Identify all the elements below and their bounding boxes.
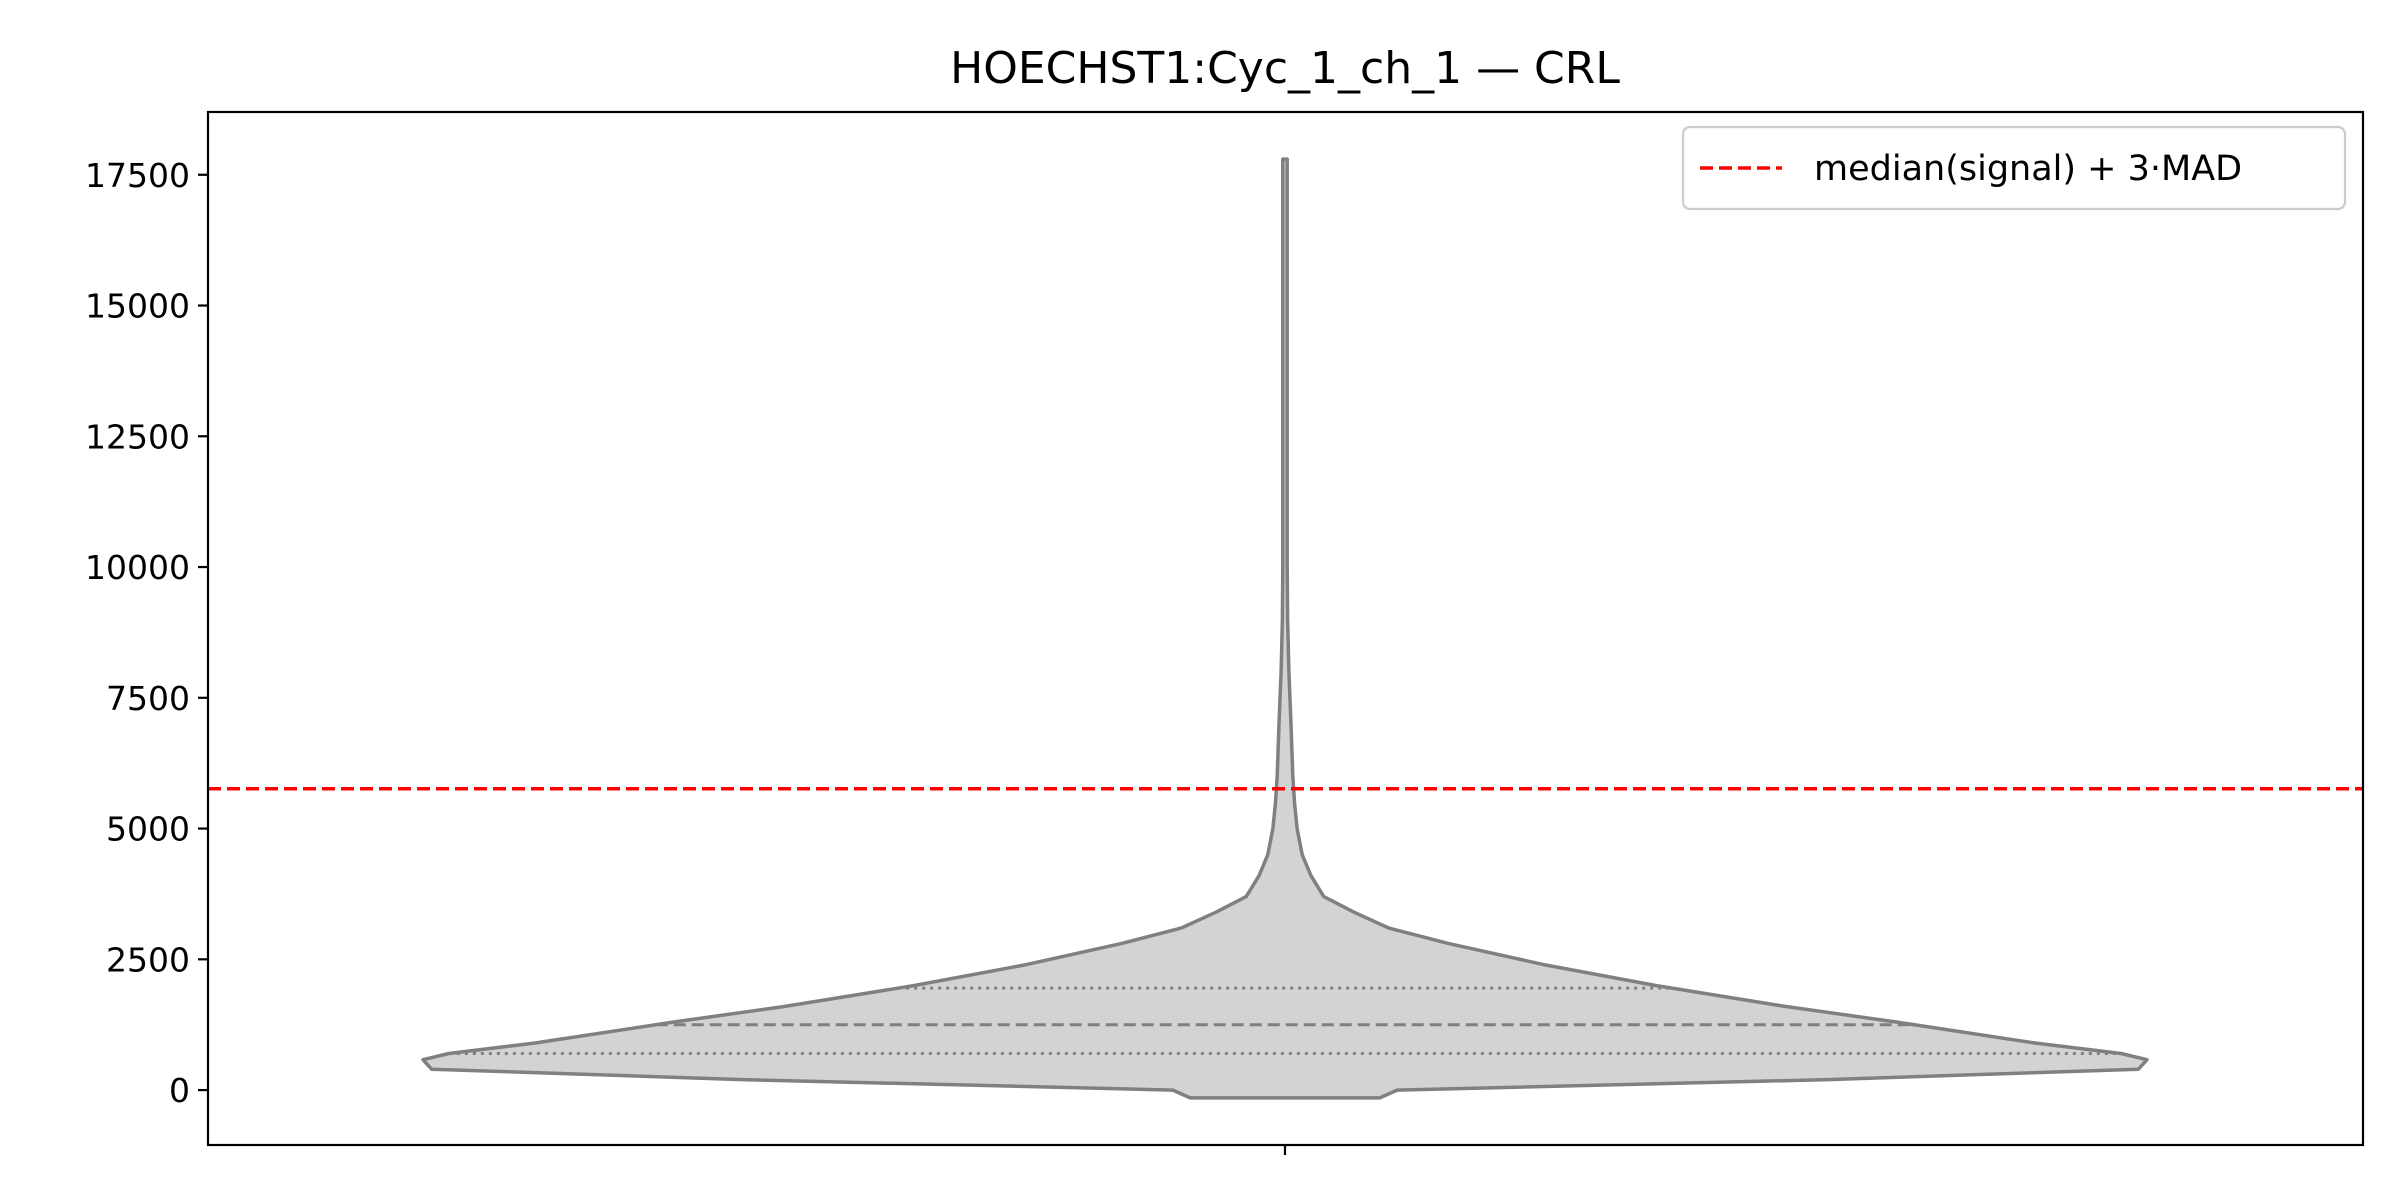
y-tick-label: 2500	[106, 940, 190, 979]
y-tick-label: 7500	[106, 679, 190, 718]
chart-title: HOECHST1:Cyc_1_ch_1 — CRL	[950, 43, 1620, 94]
legend-frame	[1681, 125, 2347, 211]
violin-layer	[421, 157, 2149, 1100]
legend: median(signal) + 3·MAD	[1681, 125, 2347, 211]
legend-threshold-label: median(signal) + 3·MAD	[1814, 149, 2242, 189]
violin-body	[421, 157, 2149, 1100]
y-tick-label: 17500	[85, 156, 190, 195]
y-tick-label: 0	[169, 1071, 190, 1110]
y-axis: 0 2500 5000 7500 10000 12500 15000 17500	[85, 156, 208, 1110]
y-tick-label: 15000	[85, 287, 190, 326]
y-tick-label: 5000	[106, 810, 190, 849]
y-tick-label: 10000	[85, 548, 190, 587]
y-tick-label: 12500	[85, 417, 190, 456]
